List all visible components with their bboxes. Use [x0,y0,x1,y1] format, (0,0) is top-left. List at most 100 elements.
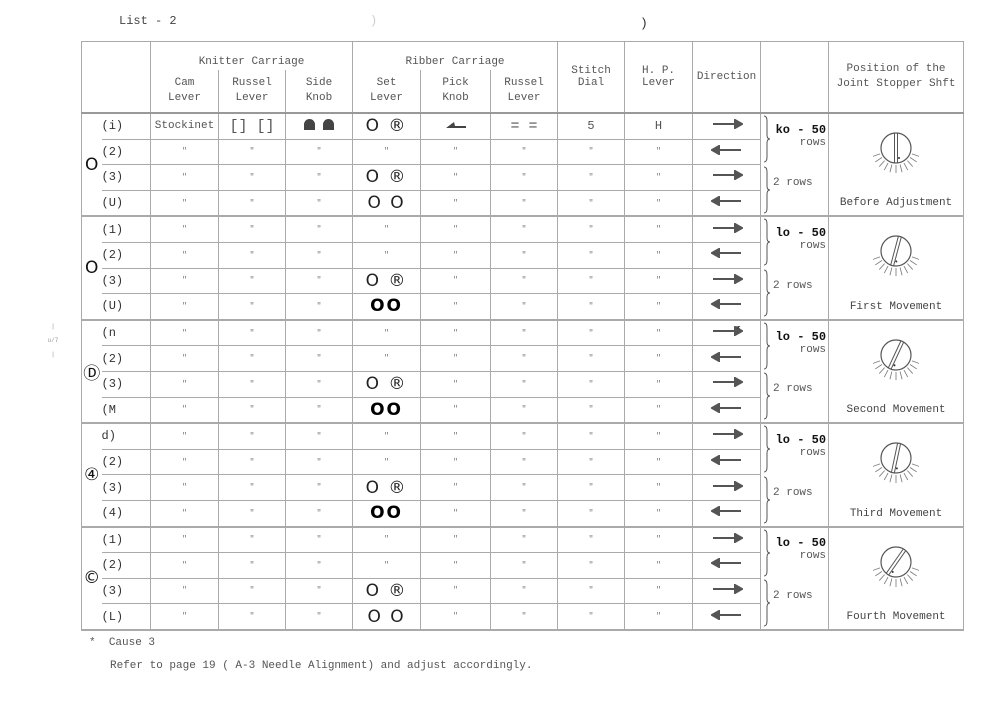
row-label: d) [101,422,151,450]
table-row: (3) " " " O ® " " " " 2 rows [82,577,964,631]
hp-lever-cell: " [624,293,694,321]
stitch-dial-cell: " [557,293,626,321]
set-lever-cell: " [352,345,422,372]
knitter-russel-lever-cell: " [218,267,286,295]
rows-count: ko - 50 [775,122,827,137]
brace-icon [763,579,771,627]
stitch-dial-cell: " [557,474,626,501]
position-cell: Fourth Movement [828,525,965,631]
position-label: Second Movement [846,404,946,417]
hp-lever-cell: " [624,474,694,501]
hp-lever-cell: " [624,552,694,579]
cam-lever-cell: " [150,267,219,295]
arrow-right-icon [712,428,744,441]
side-knob-cell: " [284,267,354,295]
ribber-russel-lever-cell: " [490,448,559,476]
row-label: (n [101,319,151,347]
brace-icon [763,476,771,524]
cam-lever-cell: " [150,603,219,631]
row-label: (3) [101,370,151,398]
side-knob-cell: " [284,164,354,191]
pick-knob-cell [420,112,492,140]
hp-lever-cell: " [624,577,694,605]
rows-cell: lo - 50 rows [760,319,830,372]
ribber-russel-lever-cell: " [490,396,559,425]
rows-cell: 2 rows [760,371,830,425]
direction-cell [692,345,762,372]
table-row: (U) " " " O O " " " " [82,189,964,218]
rows-text: 2 rows [773,383,813,396]
hp-lever-cell: " [624,267,694,295]
stitch-dial-cell: " [557,603,626,631]
direction-cell [692,267,762,295]
arrow-right-icon [712,532,744,544]
rows-count: lo - 50 [775,329,827,344]
side-knob-icon [304,118,316,130]
rows-count: lo - 50 [775,226,827,241]
hp-lever-cell: " [624,525,694,554]
row-label: (3) [101,267,151,295]
knitter-russel-lever-cell: " [218,499,286,528]
cam-lever-cell: " [150,370,219,398]
knitter-russel-lever-cell: " [218,525,286,554]
stitch-dial-cell: " [557,577,626,605]
header-stitch-dial: Stitch Dial [557,41,626,114]
cam-lever-cell: Stockinet [150,112,219,140]
position-label: First Movement [849,300,943,313]
ribber-russel-lever-cell: " [490,474,559,501]
arrow-right-icon [712,273,744,285]
cam-lever-cell: " [150,499,219,528]
rows-text: 2 rows [773,590,813,603]
ribber-russel-lever-cell: = = [490,112,559,140]
brace-icon [763,115,771,163]
direction-cell [692,396,762,425]
set-lever-cell: OO [352,499,422,528]
ribber-russel-lever-cell: " [490,552,559,579]
header-ribber-carriage: Ribber Carriage [352,41,559,70]
stitch-dial-cell: " [557,241,626,269]
margin-note: | u/7 | [47,323,59,358]
hp-lever-cell: " [624,422,694,450]
row-label: (L) [101,603,151,631]
pick-knob-cell: " [420,241,492,269]
table-row: (M " " " OO " " " " [82,396,964,425]
cam-lever-cell: " [150,189,219,218]
rows-unit: rows [799,550,827,563]
rows-text: lo - 50 rows [776,537,826,562]
stitch-dial-cell: " [557,370,626,398]
rows-text: 2 rows [773,486,813,499]
rows-cell: lo - 50 rows [760,215,830,269]
position-cell: Before Adjustment [828,112,965,218]
row-label: (4) [101,499,151,528]
direction-cell [692,525,762,554]
pick-knob-icon [445,122,466,129]
position-label: Third Movement [849,507,943,520]
hp-lever-cell: " [624,370,694,398]
brace-icon [763,529,771,576]
table-row: (2) " " " " " " " " [82,138,964,166]
hp-lever-cell: " [624,396,694,425]
rows-cell: 2 rows [760,268,830,321]
ribber-russel-lever-cell: " [490,189,559,218]
knitter-russel-lever-cell: " [218,164,286,191]
brace-icon [763,218,771,266]
header-ribber-russel-lever: Russel Lever [490,70,559,114]
hp-lever-cell: " [624,345,694,372]
set-lever-cell: O ® [352,370,422,398]
stitch-dial-cell: " [557,525,626,554]
footnote-text: Refer to page 19 ( A-3 Needle Alignment)… [110,660,533,672]
direction-cell [692,603,762,631]
arrow-left-icon [709,608,741,621]
footnote-cause-text: Cause 3 [108,637,156,649]
ribber-russel-lever-cell: " [490,164,559,191]
knitter-russel-lever-cell: " [218,474,286,501]
knitter-russel-lever-cell: " [218,293,286,321]
row-label: (2) [101,241,151,269]
dial-icon [873,545,920,587]
arrow-right-icon [712,479,744,492]
ribber-russel-lever-cell: " [490,525,559,554]
ribber-russel-lever-cell: " [490,267,559,295]
ribber-russel-lever-cell: " [490,577,559,605]
cam-lever-cell: " [150,319,219,347]
